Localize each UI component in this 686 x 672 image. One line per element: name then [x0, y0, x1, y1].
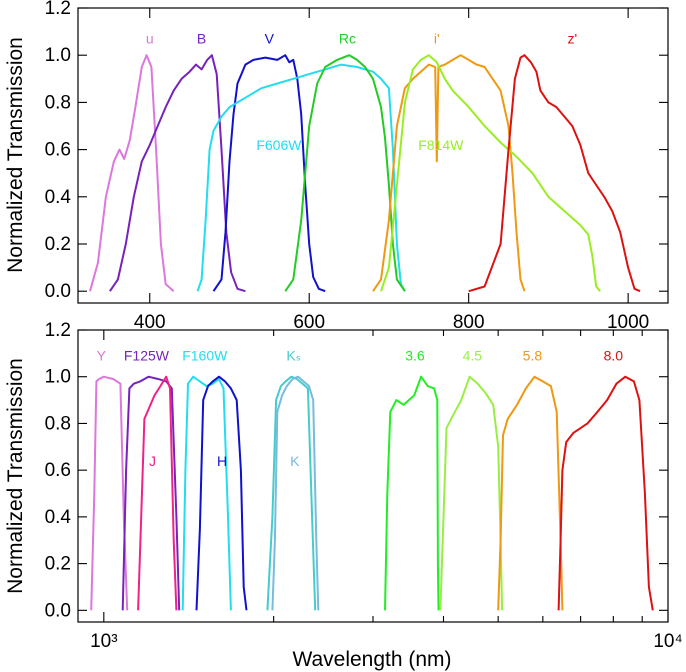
band-label-f125w: F125W [124, 348, 170, 364]
series-line-5-8-1 [497, 375, 564, 611]
series-line-y-1 [90, 375, 129, 611]
series-line-v-0 [212, 54, 326, 293]
series-line-z--0 [468, 54, 641, 293]
x-tick-label: 10⁴ [653, 631, 682, 652]
series-line-u-0 [89, 54, 175, 292]
y-tick-label: 0.2 [45, 554, 71, 575]
band-label-z-: z' [567, 31, 577, 47]
series-line-j-1 [137, 375, 178, 611]
series-line-k--1 [266, 375, 317, 611]
y-axis-title-bottom: Normalized Transmission [4, 358, 27, 594]
y-tick-label: 0.0 [45, 281, 71, 302]
y-tick-label: 1.2 [45, 320, 71, 341]
series-line-h-1 [195, 375, 248, 611]
y-tick-label: 0.6 [45, 460, 71, 481]
series-line-3-6-1 [384, 375, 440, 611]
y-tick-label: 0.0 [45, 600, 71, 621]
x-tick-label: 600 [293, 312, 325, 333]
optical-filters-panel: 0.0 0.2 0.4 0.6 0.8 1.0 1.2 400 600 800 1000 u B V F60… [45, 0, 669, 333]
band-label-y: Y [97, 348, 107, 364]
series-line-k-1 [271, 375, 320, 611]
y-tick-label: 1.2 [45, 0, 71, 19]
series-line-i--0 [372, 54, 526, 292]
y-tick-label: 0.4 [45, 187, 72, 208]
band-label-4-5: 4.5 [463, 348, 483, 364]
series-line-f606w-0 [196, 63, 406, 292]
band-label-h: H [217, 453, 227, 469]
y-tick-label: 1.0 [45, 45, 71, 66]
band-label-i-: i' [434, 31, 440, 47]
series-line-8-0-1 [557, 375, 654, 611]
band-label-rc: Rc [339, 31, 356, 47]
band-label-b: B [197, 31, 206, 47]
series-line-f160w-1 [181, 375, 232, 611]
x-tick-label: 10³ [90, 631, 117, 652]
band-label-u: u [146, 31, 154, 47]
series-line-f125w-1 [121, 375, 181, 611]
y-tick-label: 0.2 [45, 234, 71, 255]
y-axis-title-top: Normalized Transmission [4, 37, 27, 273]
band-label-k-: Kₛ [286, 348, 301, 364]
band-label-f606w: F606W [256, 137, 302, 153]
x-axis-title: Wavelength (nm) [292, 648, 451, 671]
series-line-b-0 [109, 54, 246, 293]
y-tick-label: 0.8 [45, 92, 71, 113]
infrared-filters-panel: 0.0 0.2 0.4 0.6 0.8 1.0 1.2 10³ 10⁴ Y F125W J F160W H… [45, 320, 683, 652]
band-label-5-8: 5.8 [523, 348, 543, 364]
x-tick-label: 1000 [607, 312, 649, 333]
y-tick-label: 0.4 [45, 507, 72, 528]
band-label-3-6: 3.6 [405, 348, 425, 364]
y-tick-label: 0.6 [45, 140, 71, 161]
plot-frame [77, 329, 669, 623]
band-label-8-0: 8.0 [604, 348, 624, 364]
band-label-j: J [149, 453, 156, 469]
series-line-4-5-1 [439, 375, 504, 611]
plot-frame [77, 7, 669, 304]
y-tick-label: 0.8 [45, 413, 71, 434]
series-line-rc-0 [284, 54, 406, 292]
y-tick-label: 1.0 [45, 367, 71, 388]
band-label-k: K [290, 453, 300, 469]
x-tick-label: 400 [134, 312, 166, 333]
series-line-f814w-0 [380, 54, 601, 292]
x-tick-label: 800 [453, 312, 485, 333]
band-label-v: V [265, 31, 275, 47]
band-label-f814w: F814W [418, 137, 464, 153]
band-label-f160w: F160W [182, 348, 228, 364]
